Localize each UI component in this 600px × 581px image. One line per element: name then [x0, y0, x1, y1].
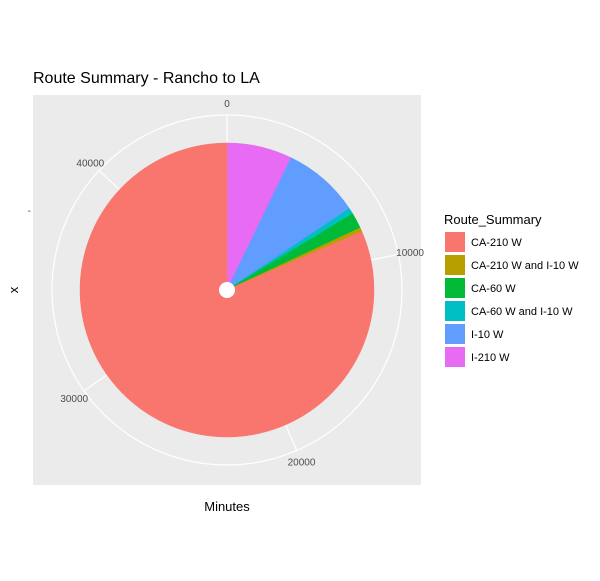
legend-label: CA-60 W and I-10 W	[471, 306, 573, 318]
theta-tick-40000: 40000	[76, 158, 104, 169]
legend-swatch	[445, 232, 465, 252]
theta-tick-30000: 30000	[60, 394, 88, 405]
legend-swatch	[445, 347, 465, 367]
legend-label: CA-210 W	[471, 237, 522, 249]
legend: CA-210 W CA-210 W and I-10 W CA-60 W CA-60 …	[445, 232, 579, 367]
legend-label: CA-60 W	[471, 283, 516, 295]
theta-tick-20000: 20000	[288, 458, 316, 469]
chart-title: Route Summary - Rancho to LA	[33, 70, 260, 87]
theta-tick-10000: 10000	[396, 248, 424, 259]
legend-swatch	[445, 324, 465, 344]
x-axis-title: Minutes	[204, 499, 250, 514]
theta-tick-labels: 0 10000 20000 30000 40000	[60, 99, 424, 469]
center-hole	[219, 282, 235, 298]
y-tick-label: -	[28, 206, 31, 217]
legend-label: I-10 W	[471, 329, 504, 341]
legend-swatch	[445, 255, 465, 275]
legend-label: CA-210 W and I-10 W	[471, 260, 579, 272]
legend-swatch	[445, 278, 465, 298]
legend-swatch	[445, 301, 465, 321]
legend-label: I-210 W	[471, 352, 510, 364]
y-axis-title: x	[6, 286, 21, 293]
legend-title: Route_Summary	[444, 212, 542, 227]
theta-tick-0: 0	[224, 99, 230, 110]
